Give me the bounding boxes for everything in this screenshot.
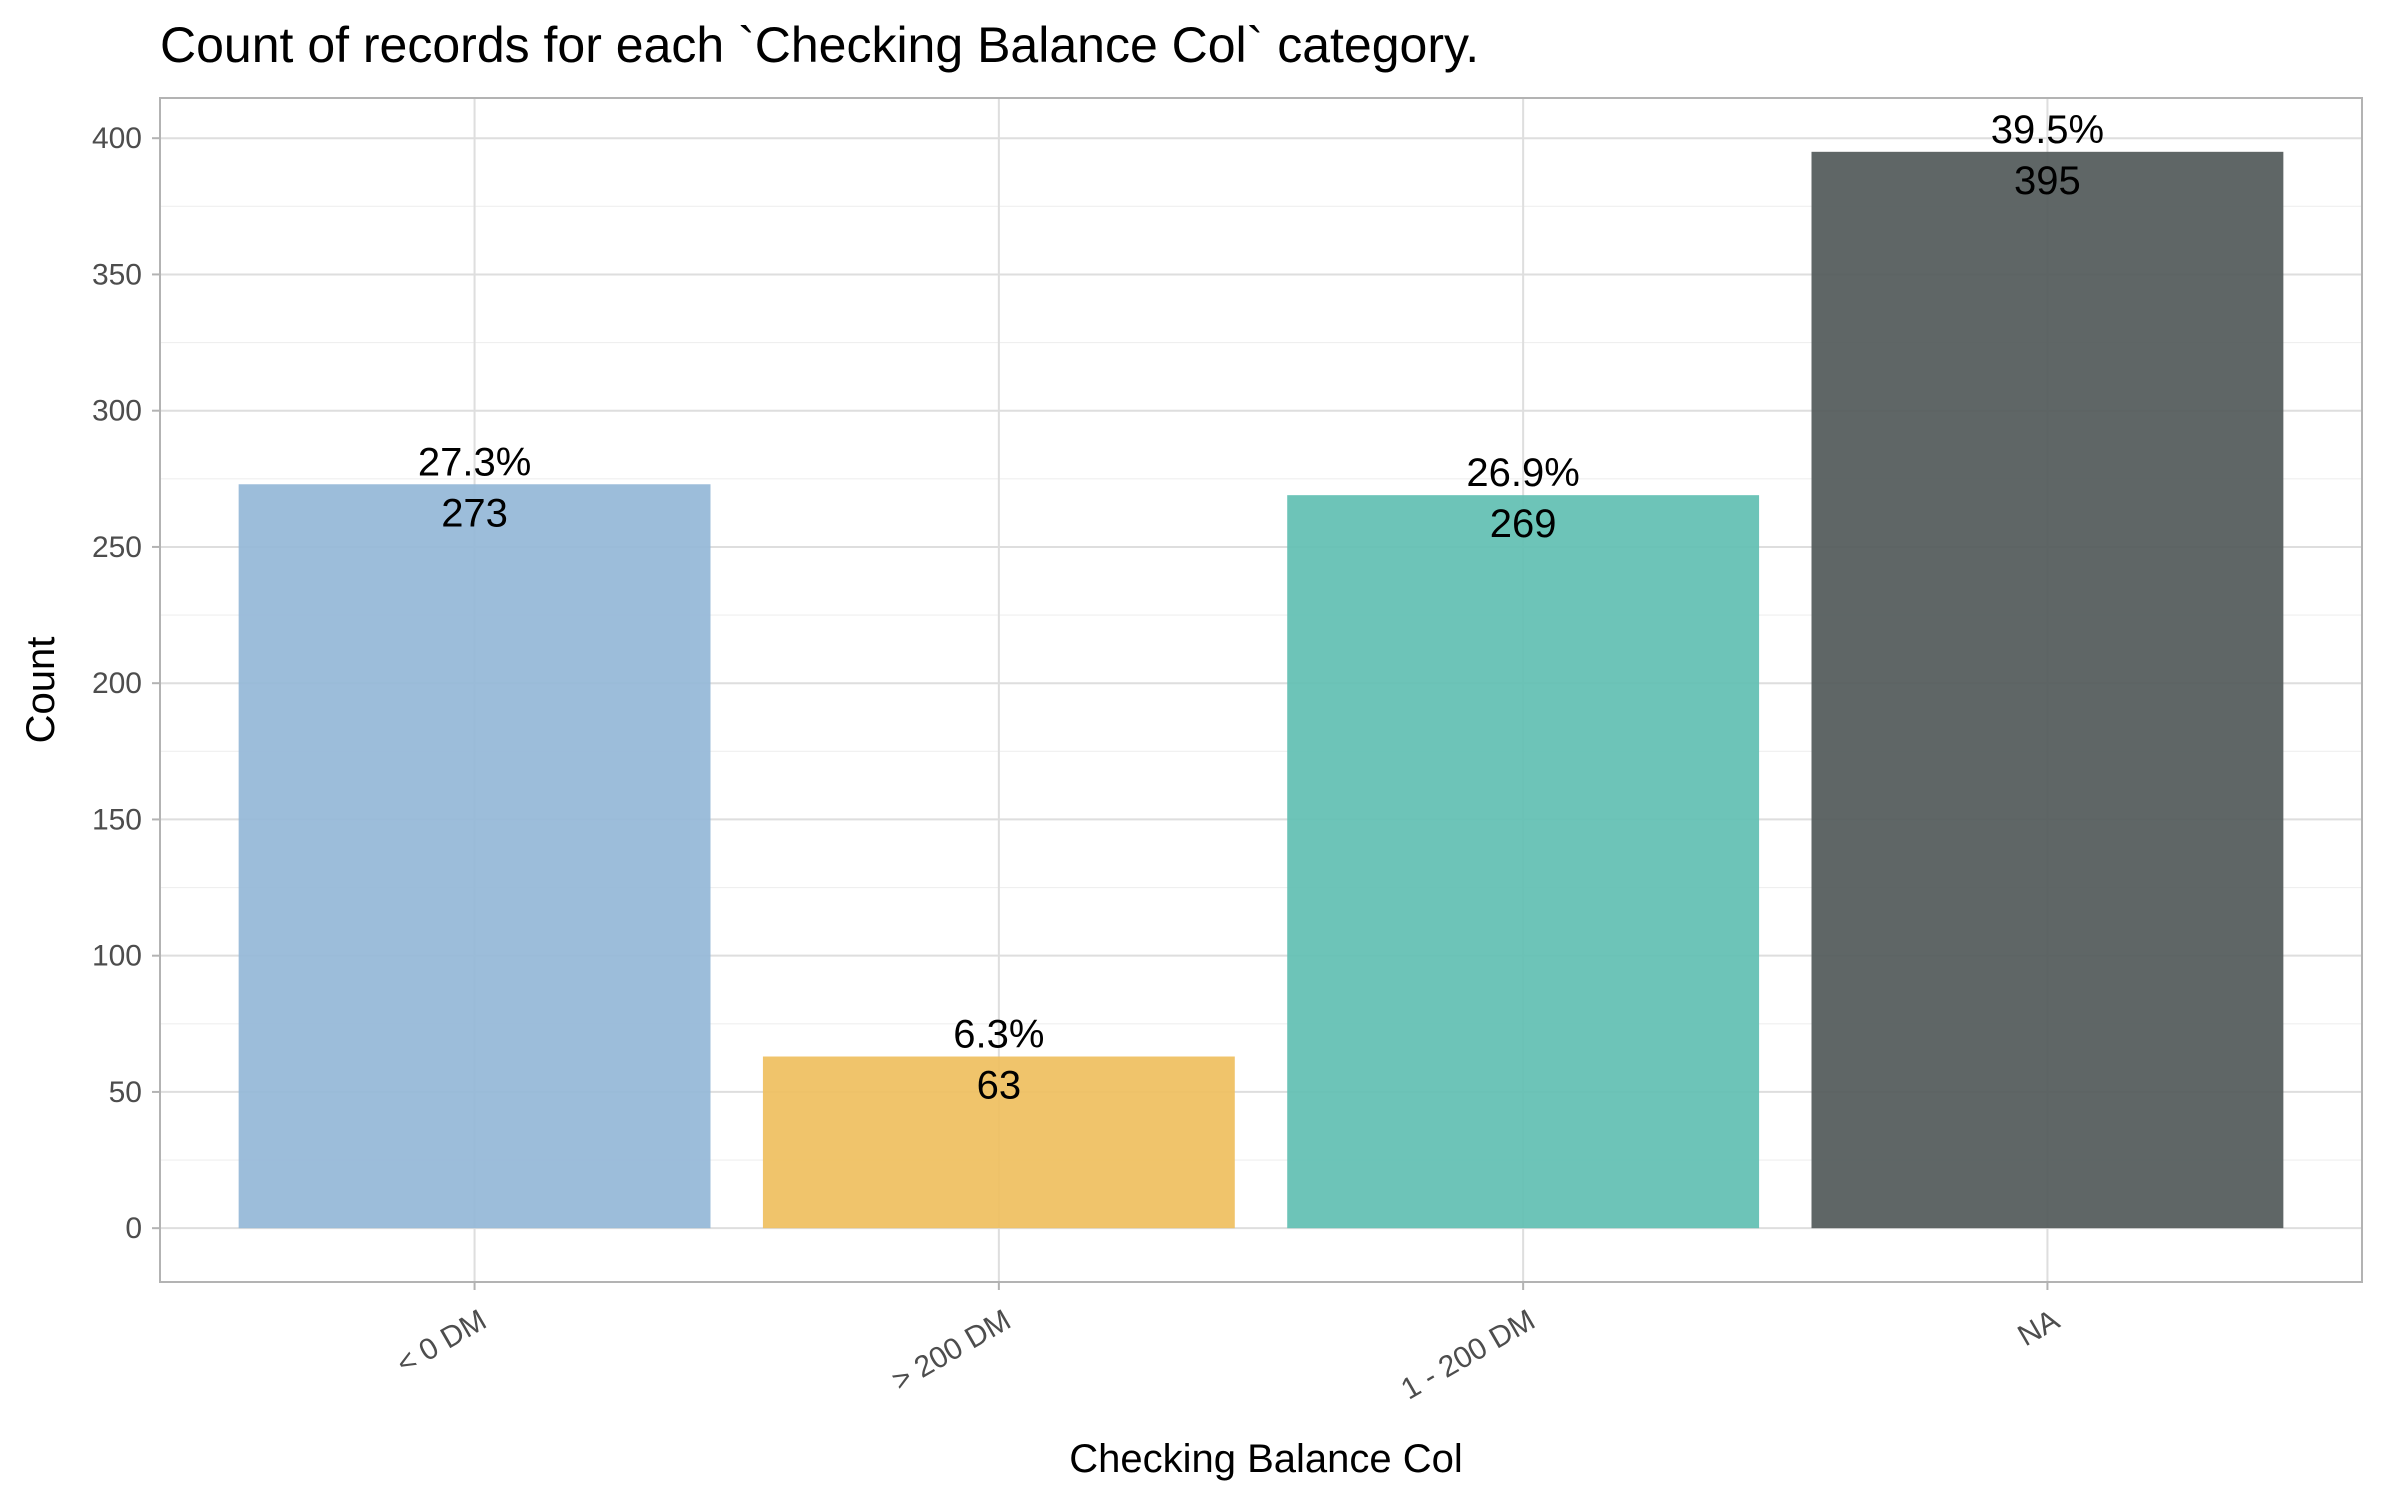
bars-group	[238, 151, 2284, 1229]
y-tick-label: 50	[109, 1076, 142, 1109]
bar	[1811, 151, 2284, 1229]
bar	[762, 1056, 1235, 1229]
data-labels-group: 27.3% 273 6.3% 63 26.9% 269 39.5% 395	[418, 108, 2104, 1108]
bar	[1287, 495, 1760, 1229]
x-tick-label: 1 - 200 DM	[1396, 1303, 1541, 1406]
bar	[238, 484, 711, 1229]
count-label: 395	[2014, 159, 2081, 203]
y-tick-label: 0	[125, 1212, 142, 1245]
y-tick-label: 100	[92, 940, 142, 973]
y-tick-label: 350	[92, 258, 142, 291]
y-tick-label: 300	[92, 395, 142, 428]
percent-label: 6.3%	[953, 1013, 1044, 1057]
y-tick-label: 250	[92, 531, 142, 564]
percent-label: 39.5%	[1991, 108, 2104, 152]
y-tick-label: 200	[92, 667, 142, 700]
x-tick-label: NA	[2012, 1303, 2065, 1352]
count-label: 63	[977, 1064, 1022, 1108]
x-axis: < 0 DM > 200 DM 1 - 200 DM NA	[391, 1282, 2065, 1406]
count-label: 273	[441, 491, 508, 535]
count-label: 269	[1490, 502, 1557, 546]
y-tick-label: 400	[92, 122, 142, 155]
percent-label: 26.9%	[1466, 451, 1579, 495]
y-axis-title: Count	[19, 637, 63, 744]
x-tick-label: < 0 DM	[391, 1303, 492, 1380]
chart-title: Count of records for each `Checking Bala…	[160, 17, 1479, 73]
percent-label: 27.3%	[418, 440, 531, 484]
x-tick-label: > 200 DM	[886, 1303, 1016, 1397]
y-axis: 0 50 100 150 200 250 300 350 400	[92, 122, 160, 1245]
y-tick-label: 150	[92, 803, 142, 836]
panel-border	[159, 97, 2363, 1283]
x-axis-title: Checking Balance Col	[1069, 1437, 1463, 1481]
